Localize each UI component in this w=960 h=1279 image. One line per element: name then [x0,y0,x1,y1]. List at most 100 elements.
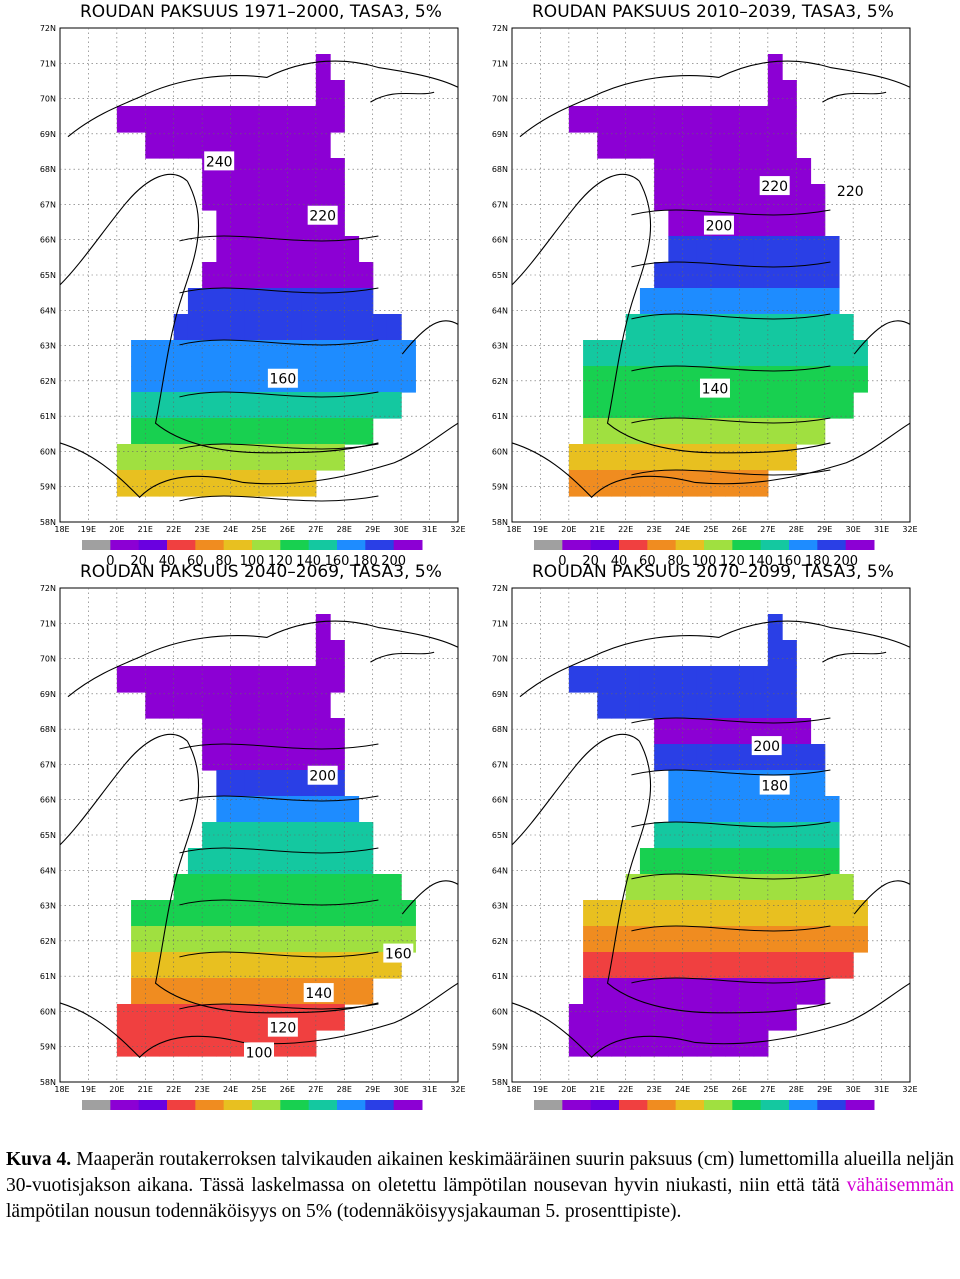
lat-label: 70N [40,655,56,664]
frost-cell [344,366,360,393]
frost-cell [230,874,246,901]
frost-cell [301,236,317,263]
frost-cell [782,744,797,771]
lon-label: 29E [817,1085,832,1094]
frost-cell [767,926,783,953]
frost-cell [287,796,303,823]
colorbar-swatch [223,1100,253,1110]
frost-cell [568,470,584,497]
frost-cell [330,392,345,419]
frost-cell [796,184,812,211]
frost-cell [682,718,698,745]
frost-cell [739,210,755,237]
frost-cell [386,874,402,901]
lon-label: 19E [533,525,548,534]
frost-cell [344,262,360,289]
frost-cell [853,340,868,367]
frost-cell [796,262,812,289]
frost-cell [187,692,203,719]
kola-coast [822,91,887,103]
frost-cell [682,822,698,849]
frost-cell [330,718,345,745]
frost-maps-figure: ROUDAN PAKSUUS 1971–2000, TASA3, 5% 240 22… [40,2,918,1110]
frost-cell [810,262,826,289]
frost-cell [611,1030,627,1057]
lon-label: 19E [81,525,96,534]
frost-cell [725,848,741,875]
frost-cell [230,796,246,823]
frost-cell [639,444,655,471]
frost-cell [273,236,289,263]
colorbar-swatch [704,1100,733,1110]
frost-cell [259,900,274,927]
frost-cell [654,106,669,133]
frost-cell [330,314,345,341]
contour-label: 140 [305,986,332,1002]
colorbar-swatch [675,1100,705,1110]
contour-line [631,417,831,424]
lat-label: 63N [492,902,508,911]
frost-cell [838,900,854,927]
frost-cell [597,666,613,693]
lat-label: 65N [40,831,56,840]
frost-cell [810,926,826,953]
lon-label: 25E [251,1085,266,1094]
lat-label: 59N [492,1043,508,1052]
frost-cell [611,952,627,979]
frost-cell [782,444,797,471]
frost-cell [230,952,246,979]
frost-cell [344,418,360,445]
frost-cell [796,158,812,185]
lon-label: 31E [422,525,437,534]
frost-cell [767,822,783,849]
frost-cell [711,952,726,979]
frost-cell [259,744,274,771]
frost-cell [131,470,146,497]
lat-label: 65N [492,271,508,280]
colorbar-swatch [138,540,168,550]
frost-cell [611,666,627,693]
frost-cell [273,314,289,341]
contour-line [631,469,831,476]
frost-cell [287,874,303,901]
lon-label: 21E [590,1085,605,1094]
frost-cell [725,184,741,211]
frost-cell [216,444,232,471]
frost-cell [159,340,175,367]
colorbar-swatch [647,540,677,550]
southern-coast [59,422,459,499]
frost-cell [583,1004,598,1031]
frost-cell [344,796,360,823]
frost-cell [372,314,388,341]
frost-cell [696,692,712,719]
frost-cell [230,848,246,875]
frost-cell [682,796,698,823]
lat-label: 71N [492,59,508,68]
lat-label: 66N [40,796,56,805]
frost-cell [273,770,289,797]
frost-cell [230,692,246,719]
frost-cell [696,666,712,693]
contour-label-bg [703,215,734,235]
frost-cell [131,418,146,445]
frost-cell [202,314,217,341]
frost-cell [216,288,232,315]
frost-cell [611,900,627,927]
figure-caption: Kuva 4. Maaperän routakerroksen talvikau… [6,1147,954,1225]
frost-cell [739,952,755,979]
frost-cell [810,340,826,367]
frost-cell [159,666,175,693]
lon-label: 20E [561,1085,576,1094]
frost-cell [767,848,783,875]
graticule [512,28,910,522]
frost-cell [711,184,726,211]
frost-cell [344,952,360,979]
contour-label-bg [204,151,235,171]
contour-line [179,847,379,854]
frost-cell [682,978,698,1005]
frost-cell [330,822,345,849]
frost-cell [358,262,374,289]
frost-cell [682,132,698,159]
colorbar-swatch [534,540,563,550]
graticule [60,28,458,522]
